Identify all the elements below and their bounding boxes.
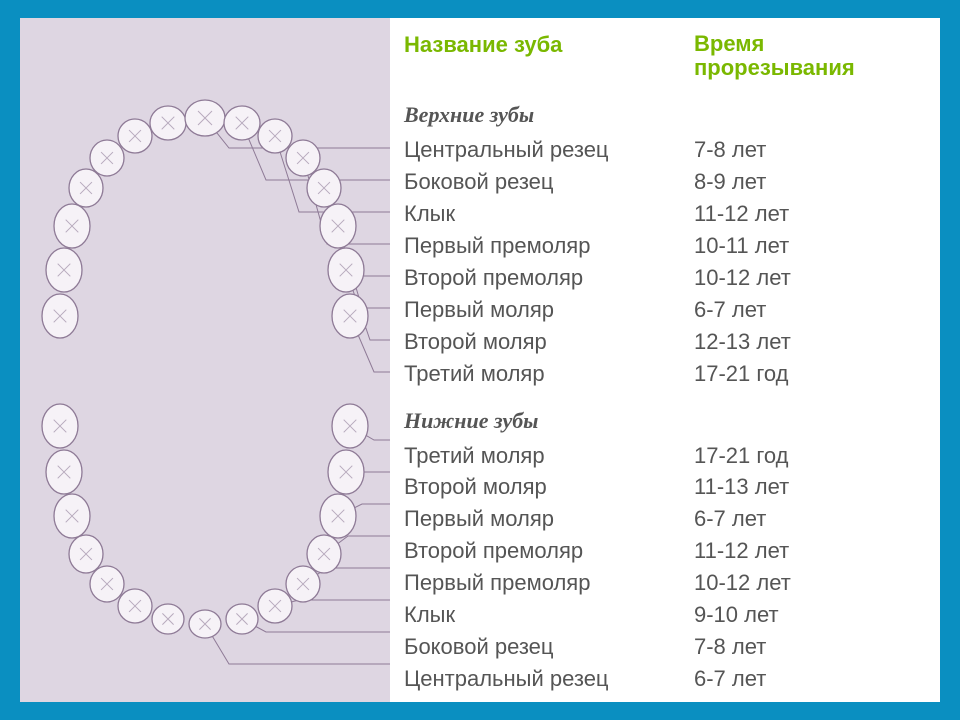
eruption-time: 7-8 лет [694,631,914,663]
table-row: Боковой резец7-8 лет [404,631,930,663]
lower-right-tooth-0 [332,404,368,448]
header-time: Время прорезывания [694,32,914,80]
upper-right-tooth-2 [258,119,292,153]
table-row: Центральный резец7-8 лет [404,134,930,166]
lower-rows: Третий моляр17-21 годВторой моляр11-13 л… [404,440,930,695]
eruption-time: 10-11 лет [694,230,914,262]
tooth-name: Первый премоляр [404,230,694,262]
eruption-time: 8-9 лет [694,166,914,198]
lower-left-tooth-1 [46,450,82,494]
upper-right-tooth-3 [286,140,320,176]
tooth-name: Третий моляр [404,358,694,390]
tooth-name: Центральный резец [404,134,694,166]
dental-arch-panel [20,18,390,702]
lower-left-tooth-0 [42,404,78,448]
upper-left-tooth-0 [150,106,186,140]
lower-right-tooth-7 [189,610,221,638]
table-row: Первый моляр6-7 лет [404,294,930,326]
eruption-time: 6-7 лет [694,503,914,535]
upper-left-tooth-6 [42,294,78,338]
tooth-name: Первый моляр [404,294,694,326]
table-row: Центральный резец6-7 лет [404,663,930,695]
table-row: Клык9-10 лет [404,599,930,631]
eruption-time: 11-12 лет [694,198,914,230]
tooth-name: Клык [404,599,694,631]
upper-left-tooth-2 [90,140,124,176]
upper-section-title: Верхние зубы [404,102,930,128]
eruption-time: 10-12 лет [694,567,914,599]
table-row: Третий моляр17-21 год [404,440,930,472]
lower-right-tooth-1 [328,450,364,494]
eruption-time: 6-7 лет [694,294,914,326]
eruption-time: 12-13 лет [694,326,914,358]
upper-right-tooth-4 [307,169,341,207]
table-row: Второй премоляр10-12 лет [404,262,930,294]
info-card: Название зуба Время прорезывания Верхние… [20,18,940,702]
eruption-time: 10-12 лет [694,262,914,294]
dental-arch-diagram [20,18,390,702]
lower-right-tooth-3 [307,535,341,573]
eruption-time: 9-10 лет [694,599,914,631]
upper-right-tooth-0 [185,100,225,136]
lower-right-tooth-4 [286,566,320,602]
tooth-name: Клык [404,198,694,230]
tooth-name: Первый моляр [404,503,694,535]
eruption-time: 11-12 лет [694,535,914,567]
eruption-time: 6-7 лет [694,663,914,695]
leader-line [242,619,390,632]
eruption-time: 17-21 год [694,358,914,390]
lower-right-tooth-6 [226,604,258,634]
upper-right-tooth-5 [320,204,356,248]
table-row: Второй премоляр11-12 лет [404,535,930,567]
table-row: Боковой резец8-9 лет [404,166,930,198]
upper-right-tooth-6 [328,248,364,292]
lower-left-tooth-5 [118,589,152,623]
lower-section-title: Нижние зубы [404,408,930,434]
upper-right-tooth-7 [332,294,368,338]
tooth-name: Центральный резец [404,663,694,695]
tooth-name: Второй моляр [404,471,694,503]
upper-left-tooth-5 [46,248,82,292]
table-row: Первый премоляр10-11 лет [404,230,930,262]
tooth-name: Второй премоляр [404,535,694,567]
upper-right-tooth-1 [224,106,260,140]
tooth-name: Первый премоляр [404,567,694,599]
table-row: Второй моляр12-13 лет [404,326,930,358]
tooth-name: Второй премоляр [404,262,694,294]
upper-left-tooth-3 [69,169,103,207]
header-name: Название зуба [404,32,694,80]
lower-right-tooth-2 [320,494,356,538]
table-row: Первый моляр6-7 лет [404,503,930,535]
lower-left-tooth-2 [54,494,90,538]
tooth-name: Боковой резец [404,631,694,663]
lower-left-tooth-6 [152,604,184,634]
upper-left-tooth-4 [54,204,90,248]
upper-rows: Центральный резец7-8 летБоковой резец8-9… [404,134,930,389]
table-row: Второй моляр11-13 лет [404,471,930,503]
tooth-name: Третий моляр [404,440,694,472]
eruption-time: 17-21 год [694,440,914,472]
table-row: Первый премоляр10-12 лет [404,567,930,599]
eruption-time: 7-8 лет [694,134,914,166]
tooth-name: Второй моляр [404,326,694,358]
table-row: Третий моляр17-21 год [404,358,930,390]
lower-right-tooth-5 [258,589,292,623]
tooth-name: Боковой резец [404,166,694,198]
lower-left-tooth-3 [69,535,103,573]
table-panel: Название зуба Время прорезывания Верхние… [390,18,940,702]
table-row: Клык11-12 лет [404,198,930,230]
table-header: Название зуба Время прорезывания [404,32,930,80]
upper-left-tooth-1 [118,119,152,153]
eruption-time: 11-13 лет [694,471,914,503]
lower-left-tooth-4 [90,566,124,602]
